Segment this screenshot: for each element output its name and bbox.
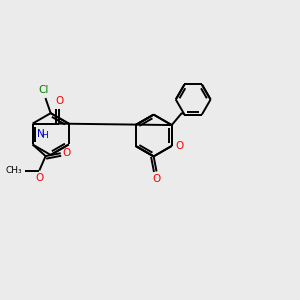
Text: H: H (41, 131, 47, 140)
Text: O: O (55, 96, 63, 106)
Text: O: O (63, 148, 71, 158)
Text: Cl: Cl (39, 85, 49, 95)
Text: CH₃: CH₃ (6, 166, 22, 175)
Text: N: N (37, 128, 44, 139)
Text: O: O (35, 173, 44, 183)
Text: O: O (175, 141, 184, 151)
Text: O: O (152, 174, 161, 184)
